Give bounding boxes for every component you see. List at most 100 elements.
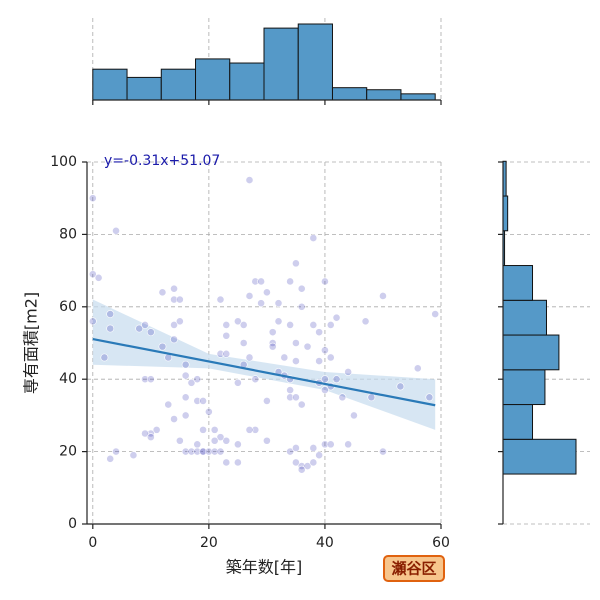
histogram-bar bbox=[331, 87, 368, 101]
regression-line bbox=[92, 337, 436, 407]
histogram-bar bbox=[502, 265, 534, 301]
histogram-bar bbox=[502, 299, 547, 336]
scatter-point bbox=[141, 375, 149, 384]
scatter-point bbox=[141, 429, 149, 438]
scatter-point bbox=[326, 320, 335, 329]
scatter-point bbox=[239, 339, 248, 347]
scatter-point bbox=[152, 425, 161, 434]
scatter-point bbox=[199, 447, 207, 456]
scatter-point bbox=[100, 353, 109, 362]
scatter-point bbox=[321, 375, 329, 384]
histogram-bar bbox=[400, 93, 436, 101]
scatter-point bbox=[233, 458, 242, 467]
scatter-point bbox=[106, 324, 115, 333]
scatter-point bbox=[204, 407, 213, 416]
histogram-bar bbox=[297, 23, 333, 101]
scatter-point bbox=[367, 393, 376, 402]
scatter-point bbox=[326, 440, 335, 449]
scatter-point bbox=[245, 292, 254, 300]
scatter-point bbox=[286, 386, 295, 394]
scatter-point bbox=[297, 302, 306, 311]
scatter-point bbox=[309, 320, 318, 329]
scatter-point bbox=[326, 353, 335, 362]
scatter-point bbox=[292, 357, 300, 365]
x-tick-label: 60 bbox=[432, 535, 450, 551]
scatter-point bbox=[170, 295, 178, 304]
histogram-bar bbox=[263, 27, 299, 101]
scatter-point bbox=[297, 465, 306, 474]
histogram-bar bbox=[502, 404, 534, 440]
scatter-point bbox=[321, 440, 329, 449]
scatter-point bbox=[222, 320, 231, 329]
x-tick-label: 20 bbox=[200, 535, 218, 551]
scatter-point bbox=[181, 447, 190, 456]
x-axis-label: 築年数[年] bbox=[226, 558, 303, 577]
scatter-point bbox=[321, 346, 329, 355]
scatter-point bbox=[425, 393, 434, 402]
scatter-point bbox=[239, 320, 248, 329]
scatter-point bbox=[216, 433, 225, 442]
histogram-bar bbox=[366, 89, 402, 101]
scatter-point bbox=[292, 444, 300, 452]
scatter-point bbox=[263, 436, 271, 445]
scatter-point bbox=[88, 270, 97, 279]
scatter-point bbox=[413, 364, 422, 373]
scatter-point bbox=[361, 317, 370, 326]
scatter-point bbox=[315, 451, 324, 460]
scatter-point bbox=[292, 339, 300, 347]
scatter-point bbox=[204, 447, 213, 456]
scatter-point bbox=[268, 342, 277, 351]
histogram-bar bbox=[160, 68, 197, 101]
histogram-bar bbox=[502, 195, 509, 232]
scatter-point bbox=[193, 397, 202, 405]
scatter-point bbox=[193, 440, 202, 449]
scatter-point bbox=[199, 397, 207, 405]
scatter-point bbox=[292, 458, 300, 467]
scatter-point bbox=[146, 375, 155, 384]
x-tick-label: 40 bbox=[316, 535, 334, 551]
scatter-point bbox=[251, 425, 260, 434]
scatter-point bbox=[297, 400, 306, 409]
scatter-point bbox=[129, 451, 138, 460]
confidence-band bbox=[92, 299, 436, 430]
scatter-point bbox=[431, 310, 440, 318]
scatter-point bbox=[210, 436, 219, 445]
y-tick-label: 0 bbox=[68, 516, 77, 532]
histogram-bar bbox=[195, 58, 231, 101]
scatter-point bbox=[170, 320, 178, 329]
histogram-bar bbox=[502, 334, 560, 371]
scatter-point bbox=[199, 425, 207, 434]
scatter-point bbox=[88, 317, 97, 326]
scatter-point bbox=[309, 234, 318, 242]
scatter-point bbox=[344, 368, 353, 376]
scatter-point bbox=[245, 425, 254, 434]
badge-box bbox=[383, 555, 445, 582]
scatter-point bbox=[175, 295, 184, 304]
histogram-bar bbox=[126, 76, 162, 101]
scatter-point bbox=[309, 444, 318, 452]
scatter-point bbox=[181, 360, 190, 369]
histogram-bar bbox=[502, 369, 546, 406]
scatter-point bbox=[222, 436, 231, 445]
scatter-point bbox=[170, 284, 178, 293]
histogram-bar bbox=[229, 62, 265, 101]
scatter-point bbox=[222, 458, 231, 467]
scatter-point bbox=[146, 328, 155, 337]
scatter-point bbox=[303, 342, 312, 351]
y-axis-label: 専有面積[m2] bbox=[22, 292, 41, 394]
scatter-point bbox=[332, 313, 341, 322]
y-tick-label: 60 bbox=[59, 299, 77, 315]
scatter-point bbox=[112, 447, 120, 456]
scatter-point bbox=[158, 288, 167, 297]
scatter-point bbox=[332, 375, 341, 384]
scatter-point bbox=[274, 317, 283, 326]
histogram-bar bbox=[92, 68, 128, 101]
scatter-point bbox=[321, 386, 329, 394]
scatter-point bbox=[216, 447, 225, 456]
scatter-point bbox=[257, 277, 265, 286]
scatter-point bbox=[350, 411, 358, 420]
scatter-point bbox=[112, 226, 120, 235]
scatter-point bbox=[297, 284, 306, 293]
scatter-point bbox=[251, 277, 260, 286]
